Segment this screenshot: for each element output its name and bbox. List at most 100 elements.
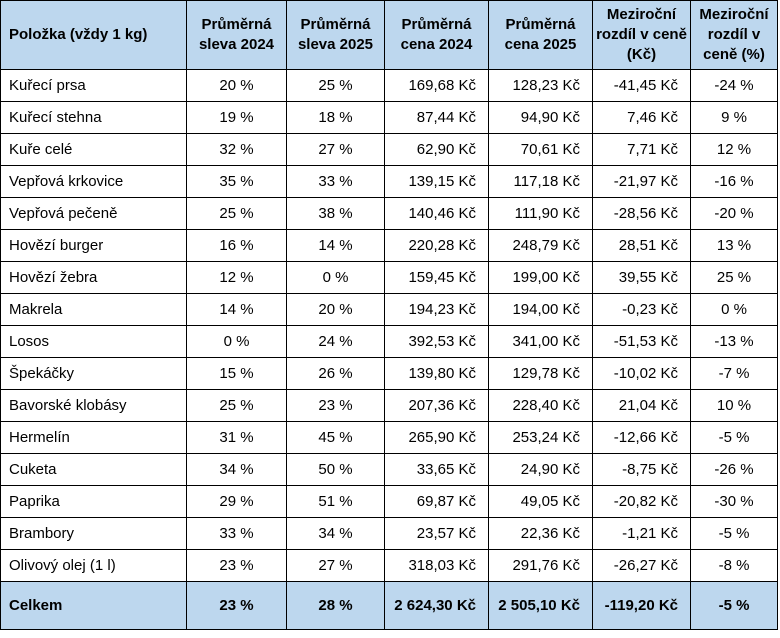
discount-2024: 20 %	[186, 69, 287, 102]
table-row: Cuketa 34 % 50 % 33,65 Kč 24,90 Kč -8,75 Kč -2…	[0, 453, 778, 486]
item-name: Paprika	[0, 485, 187, 518]
discount-2025: 24 %	[286, 325, 385, 358]
diff-czk: -51,53 Kč	[592, 325, 691, 358]
diff-czk: -1,21 Kč	[592, 517, 691, 550]
discount-2025: 38 %	[286, 197, 385, 230]
discount-2024: 15 %	[186, 357, 287, 390]
price-2024: 33,65 Kč	[384, 453, 489, 486]
diff-pct: -26 %	[690, 453, 778, 486]
item-name: Brambory	[0, 517, 187, 550]
diff-czk: -26,27 Kč	[592, 549, 691, 582]
table-row: Paprika 29 % 51 % 69,87 Kč 49,05 Kč -20,82 Kč…	[0, 485, 778, 518]
header-discount-2024: Průměrná sleva 2024	[186, 0, 287, 70]
discount-2024: 33 %	[186, 517, 287, 550]
price-2025: 253,24 Kč	[488, 421, 593, 454]
table-row: Brambory 33 % 34 % 23,57 Kč 22,36 Kč -1,21 Kč…	[0, 517, 778, 550]
price-2025: 70,61 Kč	[488, 133, 593, 166]
total-row: Celkem 23 % 28 % 2 624,30 Kč 2 505,10 Kč…	[0, 581, 778, 630]
table-row: Vepřová krkovice 35 % 33 % 139,15 Kč 117,18 …	[0, 165, 778, 198]
total-diff-pct: -5 %	[690, 581, 778, 630]
discount-2025: 33 %	[286, 165, 385, 198]
diff-pct: 25 %	[690, 261, 778, 294]
price-2025: 94,90 Kč	[488, 101, 593, 134]
diff-czk: 7,71 Kč	[592, 133, 691, 166]
price-2024: 169,68 Kč	[384, 69, 489, 102]
price-2025: 22,36 Kč	[488, 517, 593, 550]
diff-czk: 39,55 Kč	[592, 261, 691, 294]
price-2024: 220,28 Kč	[384, 229, 489, 262]
diff-pct: -20 %	[690, 197, 778, 230]
price-2024: 69,87 Kč	[384, 485, 489, 518]
header-item: Položka (vždy 1 kg)	[0, 0, 187, 70]
discount-2024: 31 %	[186, 421, 287, 454]
price-2025: 128,23 Kč	[488, 69, 593, 102]
price-2024: 87,44 Kč	[384, 101, 489, 134]
diff-czk: -12,66 Kč	[592, 421, 691, 454]
price-2024: 265,90 Kč	[384, 421, 489, 454]
diff-pct: -5 %	[690, 517, 778, 550]
table-row: Kuřecí prsa 20 % 25 % 169,68 Kč 128,23 Kč -41…	[0, 69, 778, 102]
diff-czk: 7,46 Kč	[592, 101, 691, 134]
table-row: Bavorské klobásy 25 % 23 % 207,36 Kč 228,40 …	[0, 389, 778, 422]
price-2025: 291,76 Kč	[488, 549, 593, 582]
table-row: Špekáčky 15 % 26 % 139,80 Kč 129,78 Kč -10,02…	[0, 357, 778, 390]
discount-2024: 25 %	[186, 389, 287, 422]
diff-pct: -13 %	[690, 325, 778, 358]
diff-pct: 13 %	[690, 229, 778, 262]
price-2025: 117,18 Kč	[488, 165, 593, 198]
diff-czk: -10,02 Kč	[592, 357, 691, 390]
price-2024: 140,46 Kč	[384, 197, 489, 230]
total-price-2024: 2 624,30 Kč	[384, 581, 489, 630]
price-2025: 129,78 Kč	[488, 357, 593, 390]
header-discount-2025: Průměrná sleva 2025	[286, 0, 385, 70]
diff-pct: 12 %	[690, 133, 778, 166]
item-name: Kuře celé	[0, 133, 187, 166]
item-name: Hovězí burger	[0, 229, 187, 262]
price-2024: 159,45 Kč	[384, 261, 489, 294]
diff-pct: -16 %	[690, 165, 778, 198]
discount-2025: 51 %	[286, 485, 385, 518]
item-name: Losos	[0, 325, 187, 358]
diff-pct: -24 %	[690, 69, 778, 102]
discount-2024: 14 %	[186, 293, 287, 326]
discount-2025: 45 %	[286, 421, 385, 454]
table-row: Hovězí žebra 12 % 0 % 159,45 Kč 199,00 Kč 39,…	[0, 261, 778, 294]
table-row: Kuře celé 32 % 27 % 62,90 Kč 70,61 Kč 7,71 Kč…	[0, 133, 778, 166]
discount-2024: 0 %	[186, 325, 287, 358]
table-row: Losos 0 % 24 % 392,53 Kč 341,00 Kč -51,53 Kč -…	[0, 325, 778, 358]
discount-2025: 20 %	[286, 293, 385, 326]
price-2024: 392,53 Kč	[384, 325, 489, 358]
discount-2024: 25 %	[186, 197, 287, 230]
discount-2024: 32 %	[186, 133, 287, 166]
item-name: Vepřová pečeně	[0, 197, 187, 230]
discount-2024: 12 %	[186, 261, 287, 294]
discount-2025: 27 %	[286, 133, 385, 166]
table-row: Makrela 14 % 20 % 194,23 Kč 194,00 Kč -0,23 K…	[0, 293, 778, 326]
price-2024: 62,90 Kč	[384, 133, 489, 166]
discount-2025: 34 %	[286, 517, 385, 550]
discount-2025: 23 %	[286, 389, 385, 422]
diff-pct: -30 %	[690, 485, 778, 518]
item-name: Hovězí žebra	[0, 261, 187, 294]
price-2024: 139,80 Kč	[384, 357, 489, 390]
price-2025: 24,90 Kč	[488, 453, 593, 486]
diff-pct: -5 %	[690, 421, 778, 454]
discount-2025: 26 %	[286, 357, 385, 390]
item-name: Cuketa	[0, 453, 187, 486]
discount-2024: 19 %	[186, 101, 287, 134]
discount-2025: 50 %	[286, 453, 385, 486]
table-row: Kuřecí stehna 19 % 18 % 87,44 Kč 94,90 Kč 7,4…	[0, 101, 778, 134]
price-2025: 49,05 Kč	[488, 485, 593, 518]
item-name: Vepřová krkovice	[0, 165, 187, 198]
price-2025: 228,40 Kč	[488, 389, 593, 422]
total-discount-2025: 28 %	[286, 581, 385, 630]
price-2024: 318,03 Kč	[384, 549, 489, 582]
header-row: Položka (vždy 1 kg) Průměrná sleva 2024 …	[0, 0, 778, 70]
price-2024: 139,15 Kč	[384, 165, 489, 198]
item-name: Bavorské klobásy	[0, 389, 187, 422]
total-discount-2024: 23 %	[186, 581, 287, 630]
total-label: Celkem	[0, 581, 187, 630]
price-2025: 248,79 Kč	[488, 229, 593, 262]
diff-pct: 10 %	[690, 389, 778, 422]
